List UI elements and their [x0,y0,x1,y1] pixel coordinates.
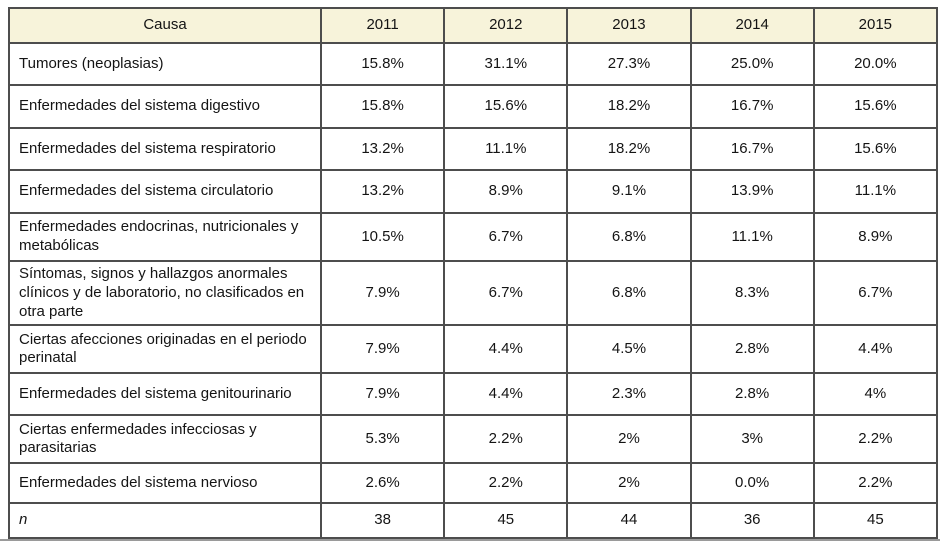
value-cell: 15.8% [319,42,446,86]
table-row: Enfermedades endocrinas, nutricionales y… [8,212,938,262]
value-cell: 20.0% [812,42,938,86]
value-cell: 16.7% [689,84,815,129]
value-cell: 4.4% [443,372,569,417]
cause-cell: Síntomas, signos y hallazgos anormales c… [8,259,322,327]
value-cell: 4.5% [566,324,692,375]
value-cell: 31.1% [443,42,569,86]
value-cell: 45 [443,502,569,540]
cause-cell: Enfermedades del sistema digestivo [8,84,322,129]
value-cell: 7.9% [319,372,446,417]
cause-cell: Ciertas enfermedades infecciosas y paras… [8,414,322,465]
value-cell: 11.1% [443,127,569,171]
value-cell: 11.1% [689,212,815,262]
header-year-2015: 2015 [812,7,938,44]
value-cell: 13.2% [319,169,446,214]
value-cell: 15.6% [812,127,938,171]
header-year-2012: 2012 [443,7,569,44]
value-cell: 8.9% [443,169,569,214]
value-cell: 2.6% [319,462,446,505]
cause-cell: Enfermedades del sistema circulatorio [8,169,322,214]
table-row: Tumores (neoplasias) 15.8% 31.1% 27.3% 25.0%… [8,42,938,86]
table-row: Ciertas afecciones originadas en el peri… [8,324,938,375]
header-year-2011: 2011 [319,7,446,44]
value-cell: 15.6% [443,84,569,129]
value-cell: 15.8% [319,84,446,129]
value-cell: 16.7% [689,127,815,171]
table-row: Síntomas, signos y hallazgos anormales c… [8,259,938,327]
header-year-2014: 2014 [689,7,815,44]
value-cell: 2.2% [812,462,938,505]
cause-cell: Enfermedades del sistema genitourinario [8,372,322,417]
bottom-rule [0,539,940,541]
value-cell: 0.0% [689,462,815,505]
value-cell: 8.3% [689,259,815,327]
value-cell: 45 [812,502,938,540]
value-cell: 4.4% [443,324,569,375]
value-cell: 6.7% [812,259,938,327]
value-cell: 6.8% [566,259,692,327]
value-cell: 8.9% [812,212,938,262]
value-cell: 6.8% [566,212,692,262]
table-row: Enfermedades del sistema genitourinario 7… [8,372,938,417]
sample-size-row: n 38 45 44 36 45 [8,502,938,540]
value-cell: 27.3% [566,42,692,86]
value-cell: 2.8% [689,324,815,375]
value-cell: 6.7% [443,259,569,327]
header-cause: Causa [8,7,322,44]
value-cell: 13.9% [689,169,815,214]
value-cell: 2.3% [566,372,692,417]
value-cell: 38 [319,502,446,540]
value-cell: 2.8% [689,372,815,417]
table-row: Enfermedades del sistema nervioso 2.6% 2.2… [8,462,938,505]
value-cell: 36 [689,502,815,540]
value-cell: 2.2% [812,414,938,465]
value-cell: 2.2% [443,462,569,505]
value-cell: 2% [566,414,692,465]
mortality-causes-table: Causa 2011 2012 2013 2014 2015 Tumores (… [8,7,938,540]
value-cell: 7.9% [319,324,446,375]
cause-cell: Enfermedades del sistema respiratorio [8,127,322,171]
cause-cell: Ciertas afecciones originadas en el peri… [8,324,322,375]
value-cell: 18.2% [566,84,692,129]
table-row: Enfermedades del sistema circulatorio 13.… [8,169,938,214]
value-cell: 10.5% [319,212,446,262]
cause-cell: Enfermedades endocrinas, nutricionales y… [8,212,322,262]
value-cell: 15.6% [812,84,938,129]
value-cell: 2.2% [443,414,569,465]
table-row: Enfermedades del sistema digestivo 15.8% 1… [8,84,938,129]
header-row: Causa 2011 2012 2013 2014 2015 [8,7,938,44]
cause-cell: Tumores (neoplasias) [8,42,322,86]
cause-cell: Enfermedades del sistema nervioso [8,462,322,505]
value-cell: 9.1% [566,169,692,214]
header-year-2013: 2013 [566,7,692,44]
value-cell: 18.2% [566,127,692,171]
table-row: Enfermedades del sistema respiratorio 13.… [8,127,938,171]
value-cell: 2% [566,462,692,505]
value-cell: 6.7% [443,212,569,262]
value-cell: 11.1% [812,169,938,214]
table-row: Ciertas enfermedades infecciosas y paras… [8,414,938,465]
value-cell: 5.3% [319,414,446,465]
value-cell: 44 [566,502,692,540]
value-cell: 3% [689,414,815,465]
value-cell: 4.4% [812,324,938,375]
value-cell: 25.0% [689,42,815,86]
value-cell: 13.2% [319,127,446,171]
value-cell: 7.9% [319,259,446,327]
sample-size-label: n [8,502,322,540]
value-cell: 4% [812,372,938,417]
